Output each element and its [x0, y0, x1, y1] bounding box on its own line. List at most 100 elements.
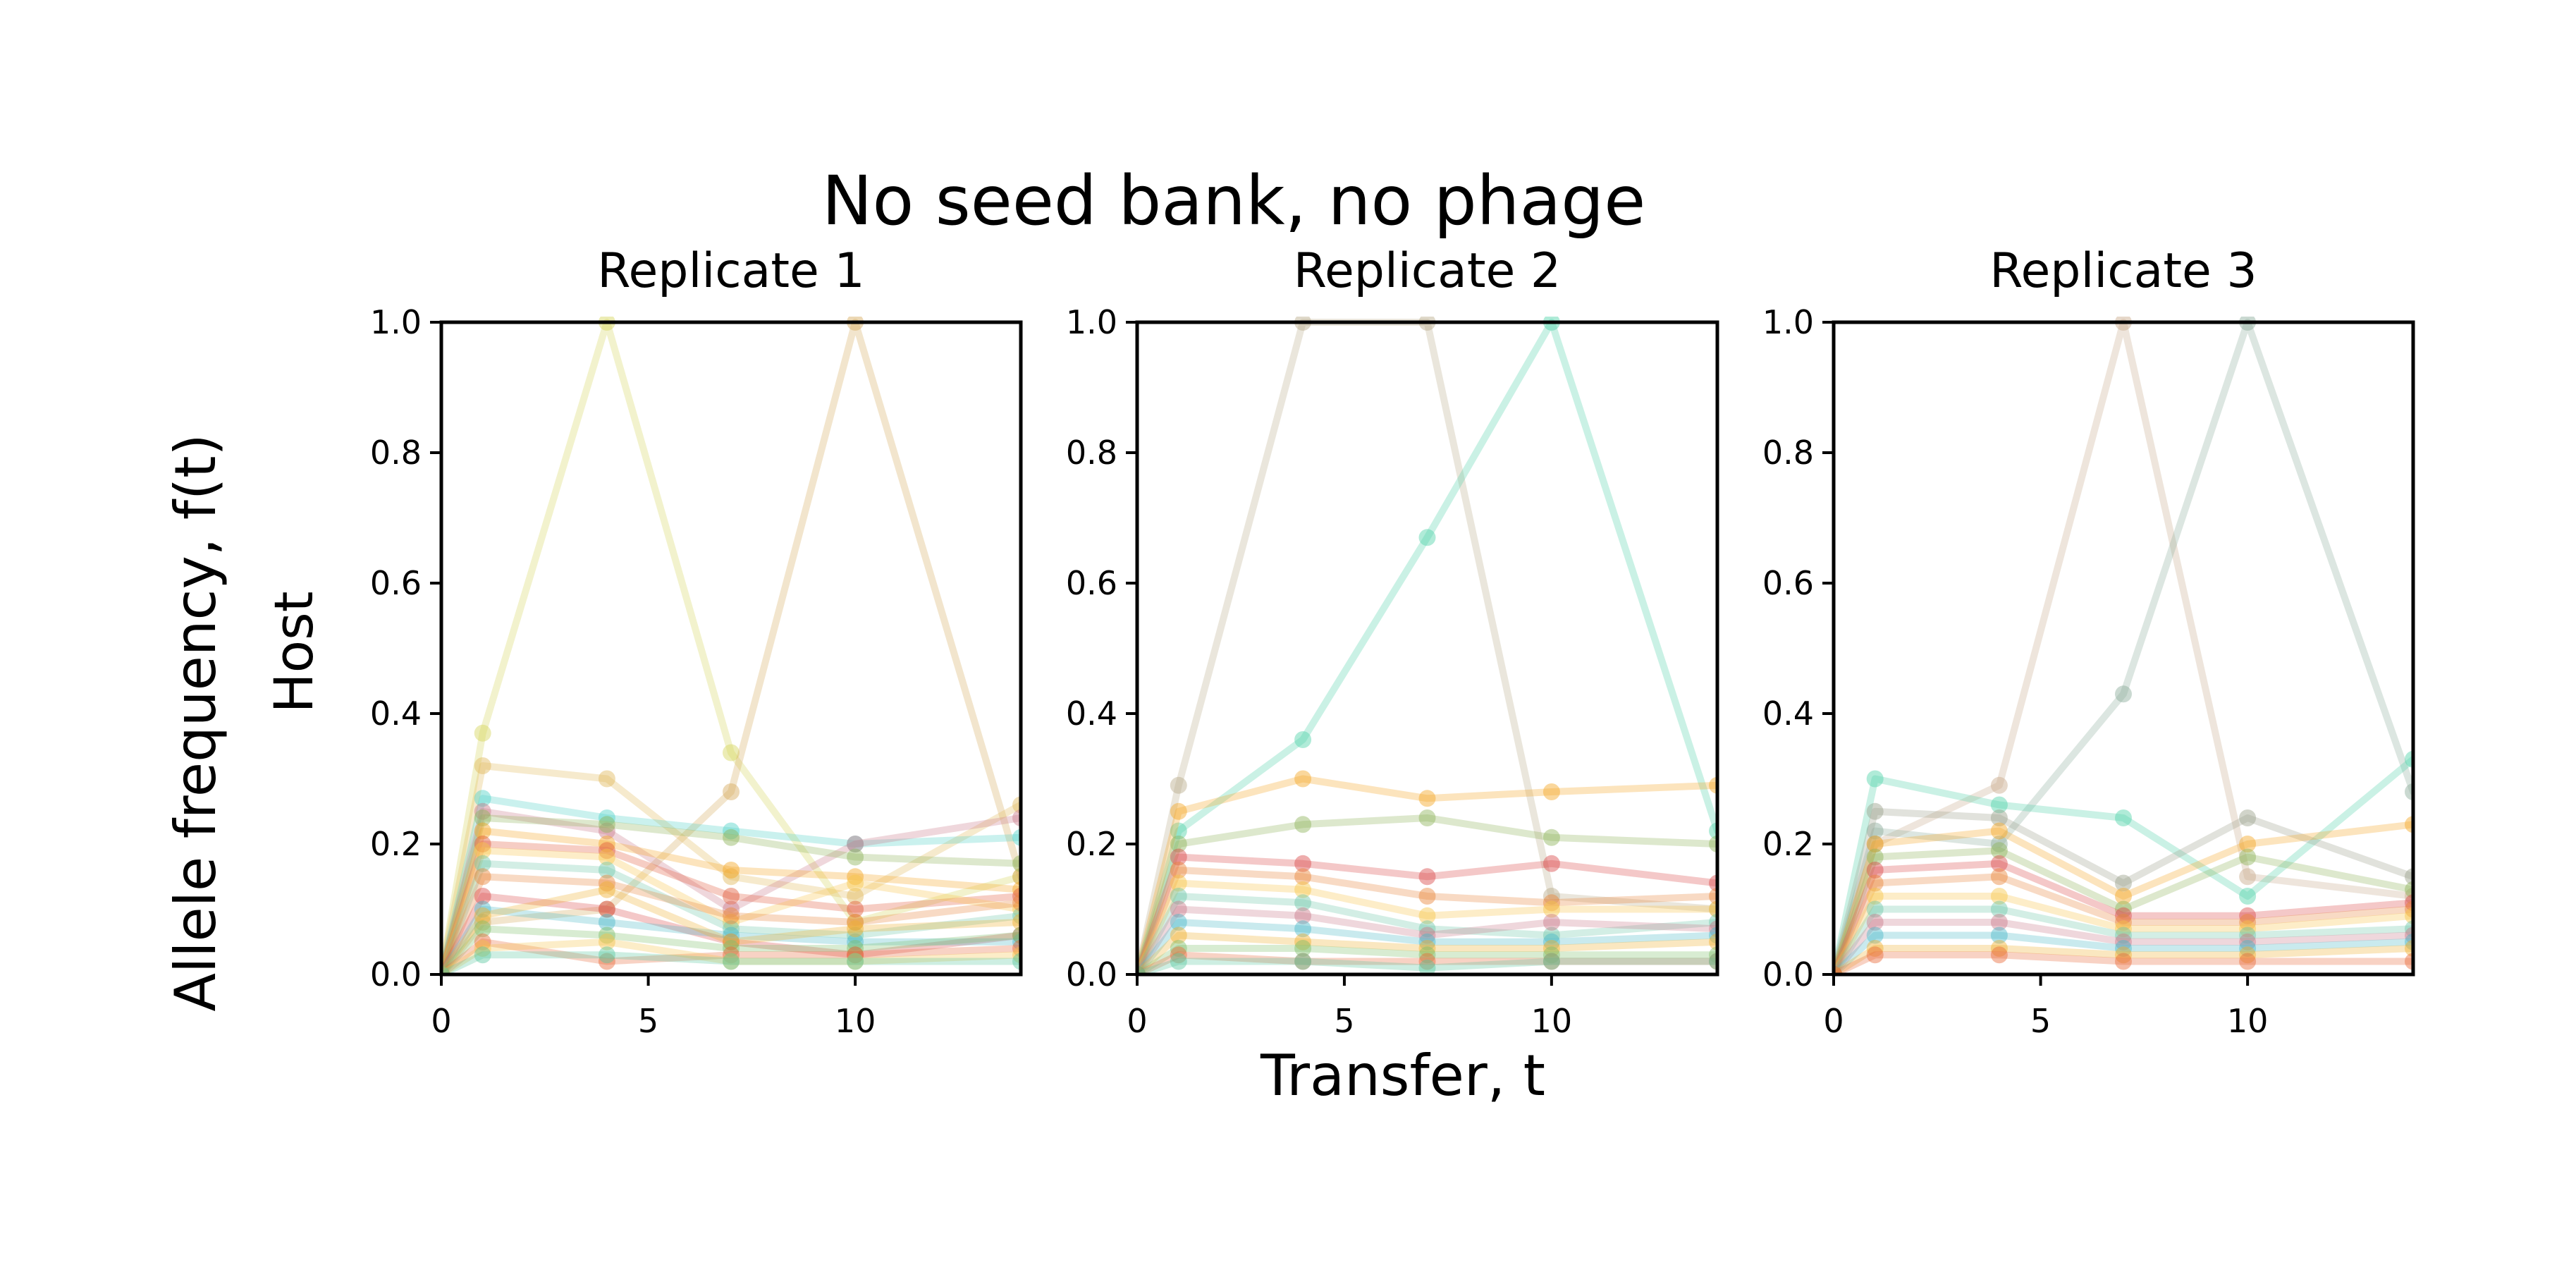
data-point	[598, 914, 615, 931]
data-point	[474, 822, 491, 840]
data-point	[1990, 822, 2008, 840]
data-point	[441, 966, 450, 974]
data-point	[1294, 953, 1312, 970]
data-point	[1709, 920, 1717, 938]
data-point	[1170, 946, 1187, 964]
data-point	[2405, 888, 2413, 905]
data-point	[1170, 888, 1187, 905]
data-point	[847, 914, 864, 931]
data-point	[598, 874, 615, 892]
subplot-title: Replicate 1	[597, 243, 864, 299]
data-point	[1542, 946, 1560, 964]
data-point	[1418, 959, 1436, 974]
y-tick-label: 0.8	[1762, 434, 1814, 472]
data-point	[474, 914, 491, 931]
data-point	[1012, 868, 1021, 886]
data-point	[1834, 966, 1842, 974]
data-point	[1170, 927, 1187, 944]
data-point	[1834, 966, 1842, 974]
data-point	[598, 816, 615, 833]
subplot-2: 0.0 0.2 0.4 0.6 0.8 1.0 0 5 10 Replicate 2	[1066, 243, 1719, 1040]
data-point	[2405, 783, 2413, 800]
data-point	[1834, 966, 1842, 974]
data-point	[1834, 966, 1842, 974]
data-point	[847, 927, 864, 944]
data-point	[1294, 868, 1312, 886]
series-line	[441, 905, 1021, 974]
data-point	[1294, 920, 1312, 938]
data-point	[1170, 914, 1187, 931]
data-point	[441, 966, 450, 974]
data-point	[847, 868, 864, 886]
subplot-title: Replicate 3	[1989, 243, 2257, 299]
data-point	[1294, 940, 1312, 957]
data-point	[847, 900, 864, 918]
y-axis-label-host: Host	[262, 591, 325, 713]
data-point	[1990, 842, 2008, 860]
y-tick-label: 0.6	[1066, 564, 1117, 602]
data-point	[1170, 802, 1187, 820]
data-point	[2405, 920, 2413, 938]
data-point	[441, 966, 450, 974]
y-tick-label: 0.0	[370, 955, 422, 993]
y-tick-label: 0.8	[1066, 434, 1117, 472]
series-line	[441, 938, 1021, 974]
data-point	[1990, 809, 2008, 826]
data-point	[1866, 836, 1884, 852]
x-tick-label: 0	[1823, 1002, 1844, 1040]
data-point	[1709, 822, 1717, 840]
series-line	[441, 795, 1021, 974]
data-point	[847, 933, 864, 950]
data-point	[1012, 953, 1021, 970]
data-point	[2115, 874, 2132, 892]
data-point	[847, 946, 864, 964]
data-point	[1170, 874, 1187, 892]
series-line	[441, 840, 1021, 974]
data-point	[1990, 900, 2008, 918]
data-point	[1418, 946, 1436, 964]
series-line	[1137, 905, 1717, 974]
data-point	[1294, 855, 1312, 872]
data-point	[1012, 796, 1021, 814]
data-point	[474, 855, 491, 872]
x-tick-label: 0	[1127, 1002, 1147, 1040]
series-line	[1137, 893, 1717, 974]
data-point	[1709, 776, 1717, 794]
data-point	[847, 888, 864, 905]
data-point	[1137, 966, 1146, 974]
data-point	[1137, 966, 1146, 974]
data-point	[441, 966, 450, 974]
data-point	[1990, 776, 2008, 794]
data-point	[2405, 953, 2413, 970]
data-point	[598, 848, 615, 866]
data-point	[2239, 907, 2257, 924]
data-point	[2115, 914, 2132, 931]
data-point	[2405, 940, 2413, 957]
data-point	[1294, 953, 1312, 970]
data-point	[723, 953, 740, 970]
data-point	[598, 881, 615, 898]
data-point	[441, 966, 450, 974]
series-line	[441, 762, 1021, 974]
data-point	[723, 900, 740, 918]
data-point	[474, 809, 491, 826]
data-point	[1990, 868, 2008, 886]
data-point	[723, 868, 740, 886]
data-point	[598, 770, 615, 788]
data-point	[1834, 966, 1842, 974]
y-tick-label: 0.2	[370, 825, 422, 863]
data-point	[1990, 796, 2008, 814]
data-point	[1834, 966, 1842, 974]
data-point	[2239, 809, 2257, 826]
data-point	[598, 842, 615, 860]
series-line	[1834, 807, 2413, 974]
data-point	[847, 940, 864, 957]
data-point	[1012, 855, 1021, 872]
data-point	[1012, 868, 1021, 886]
data-point	[1542, 953, 1560, 970]
data-point	[1866, 836, 1884, 852]
data-point	[474, 940, 491, 957]
series-line	[1137, 945, 1717, 974]
series-line	[1834, 931, 2413, 974]
data-point	[847, 848, 864, 866]
